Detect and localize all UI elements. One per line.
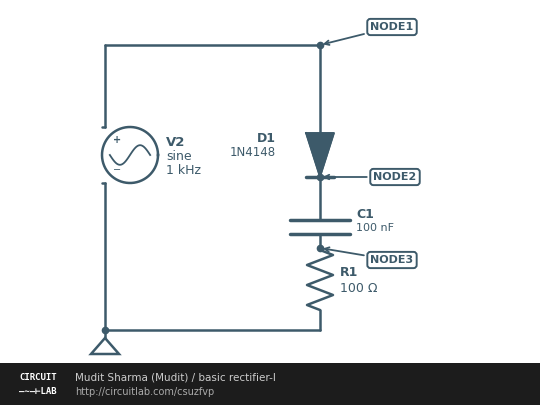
Text: NODE3: NODE3	[325, 247, 414, 265]
Text: −: −	[113, 164, 122, 175]
Text: Mudit Sharma (Mudit) / basic rectifier-I: Mudit Sharma (Mudit) / basic rectifier-I	[75, 372, 276, 382]
Text: R1: R1	[340, 266, 359, 279]
Text: D1: D1	[257, 132, 276, 145]
Text: V2: V2	[166, 136, 185, 149]
Text: NODE2: NODE2	[325, 172, 417, 182]
Bar	[0, 363, 540, 405]
Text: 100 Ω: 100 Ω	[340, 283, 377, 296]
Text: NODE1: NODE1	[325, 22, 414, 45]
Text: CIRCUIT: CIRCUIT	[19, 373, 57, 382]
Text: sine: sine	[166, 151, 192, 164]
Text: 100 nF: 100 nF	[356, 223, 394, 233]
Text: http://circuitlab.com/csuzfvp: http://circuitlab.com/csuzfvp	[75, 387, 214, 397]
Text: +: +	[113, 135, 122, 145]
Text: —∼—⊢LAB: —∼—⊢LAB	[19, 388, 57, 396]
Text: 1N4148: 1N4148	[230, 147, 276, 160]
Polygon shape	[306, 133, 334, 177]
Text: C1: C1	[356, 207, 374, 220]
Text: 1 kHz: 1 kHz	[166, 164, 201, 177]
